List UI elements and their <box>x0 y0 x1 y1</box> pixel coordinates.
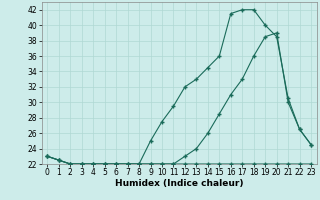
X-axis label: Humidex (Indice chaleur): Humidex (Indice chaleur) <box>115 179 244 188</box>
